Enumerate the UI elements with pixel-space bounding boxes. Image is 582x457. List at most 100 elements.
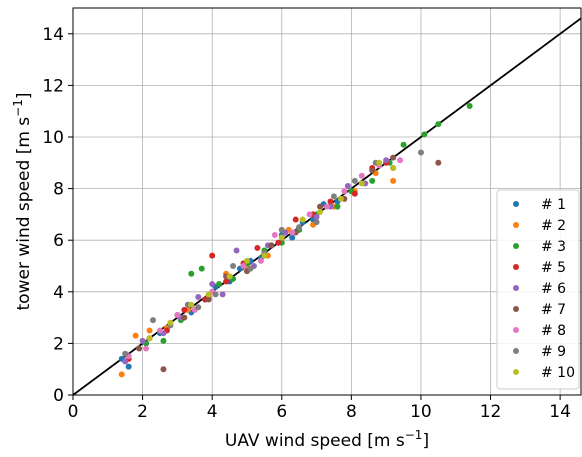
data-point — [317, 208, 324, 215]
data-point — [390, 154, 397, 161]
legend-marker — [513, 243, 519, 249]
data-point — [181, 314, 188, 321]
data-point — [212, 291, 219, 298]
y-axis-label-tail: ] — [14, 93, 34, 100]
x-tick-label: 6 — [276, 402, 287, 422]
data-point — [156, 327, 163, 334]
data-point — [289, 234, 296, 241]
data-point — [247, 265, 254, 272]
y-tick-label: 14 — [42, 25, 64, 45]
legend-marker — [513, 201, 519, 207]
data-point — [397, 157, 404, 164]
legend-label: # 8 — [541, 323, 566, 339]
data-point — [146, 335, 153, 342]
x-axis-label-superscript: −1 — [405, 428, 423, 442]
data-point — [417, 149, 424, 156]
data-point — [271, 232, 278, 239]
data-point — [132, 332, 139, 339]
data-point — [327, 198, 334, 205]
y-axis-label-main: tower wind speed [m s — [14, 117, 34, 311]
data-point — [174, 312, 181, 319]
legend-marker — [513, 327, 519, 333]
legend-marker — [513, 264, 519, 270]
x-tick-label: 4 — [207, 402, 218, 422]
data-point — [146, 327, 153, 334]
data-point — [230, 263, 237, 269]
y-tick-label: 4 — [53, 283, 64, 303]
data-point — [351, 190, 358, 197]
x-tick-label: 0 — [68, 402, 79, 422]
data-point — [254, 244, 261, 251]
data-point — [324, 203, 330, 210]
data-point — [376, 159, 383, 166]
data-point — [160, 366, 167, 373]
data-point — [243, 257, 250, 264]
legend-label: # 2 — [541, 218, 566, 234]
x-axis-label-tail: ] — [422, 431, 429, 451]
data-point — [160, 337, 167, 344]
data-point — [383, 157, 390, 164]
data-point — [313, 213, 320, 220]
x-tick-label: 12 — [480, 402, 502, 422]
legend-marker — [513, 306, 519, 312]
x-tick-label: 2 — [137, 402, 148, 422]
data-point — [358, 180, 365, 187]
data-point — [369, 167, 376, 174]
data-point — [118, 371, 125, 378]
legend-label: # 9 — [541, 344, 566, 360]
data-point — [150, 317, 157, 324]
y-tick-label: 10 — [42, 128, 64, 148]
data-point — [188, 301, 195, 308]
data-point — [257, 257, 264, 264]
legend: # 1 # 2 # 3 # 5 # 6 # 7 # 8 # 9 # 10 — [496, 189, 580, 390]
data-point — [275, 239, 282, 246]
data-point — [369, 177, 376, 184]
data-point — [421, 131, 428, 138]
legend-label: # 5 — [541, 260, 566, 276]
data-point — [122, 350, 129, 357]
data-point — [240, 263, 247, 269]
data-point — [122, 358, 129, 365]
data-point — [344, 183, 351, 190]
data-point — [292, 216, 299, 223]
data-point — [435, 159, 442, 166]
data-point — [167, 319, 174, 326]
data-point — [278, 234, 285, 241]
data-point — [313, 219, 320, 226]
data-point — [198, 265, 205, 272]
data-point — [209, 252, 216, 259]
data-point — [226, 273, 233, 280]
legend-marker — [513, 222, 519, 228]
legend-marker — [513, 369, 519, 375]
y-tick-label: 12 — [42, 76, 64, 96]
data-point — [139, 337, 146, 344]
data-point — [390, 164, 397, 171]
data-point — [390, 177, 397, 184]
data-points — [118, 103, 473, 378]
data-point — [466, 103, 473, 110]
y-axis-label-superscript: −1 — [11, 99, 25, 117]
y-tick-label: 0 — [53, 386, 64, 406]
x-axis-label-main: UAV wind speed [m s — [225, 431, 405, 451]
data-point — [233, 247, 240, 254]
legend-marker — [513, 348, 519, 354]
data-point — [351, 177, 358, 184]
axis-ticks: 0 2 4 6 8 10 12 14 0 2 4 6 8 10 12 14 — [42, 25, 571, 422]
data-point — [296, 224, 303, 231]
data-point — [223, 278, 230, 285]
data-point — [268, 242, 275, 249]
data-point — [205, 296, 212, 303]
data-point — [209, 281, 216, 288]
y-axis-label: tower wind speed [m s−1] — [11, 93, 34, 311]
data-point — [334, 203, 341, 210]
data-point — [181, 306, 188, 313]
plot-frame — [72, 7, 582, 396]
data-point — [435, 121, 442, 128]
legend-box — [496, 189, 580, 390]
x-tick-label: 10 — [410, 402, 432, 422]
y-tick-label: 8 — [53, 180, 64, 200]
grid — [72, 8, 581, 396]
y-tick-label: 2 — [53, 334, 64, 354]
data-point — [317, 203, 324, 210]
